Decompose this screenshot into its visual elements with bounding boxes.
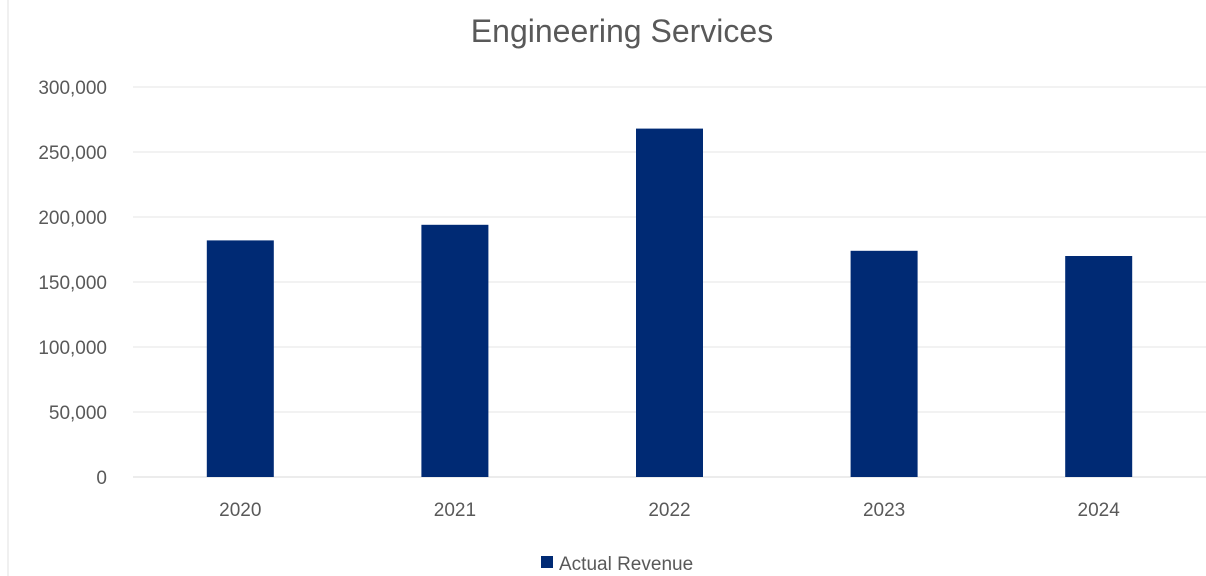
y-axis: 0 50,000 100,000 150,000 200,000 250,000 300,0… [38,78,107,489]
x-tick-label-2023: 2023 [863,500,905,521]
x-tick-label-2022: 2022 [648,500,690,521]
chart-title: Engineering Services [471,13,773,49]
bar-2024 [1065,256,1133,477]
x-tick-label-2024: 2024 [1078,500,1121,521]
y-tick-label-200000: 200,000 [38,208,107,229]
y-tick-label-50000: 50,000 [49,403,107,424]
x-tick-label-2021: 2021 [434,500,476,521]
bars [206,128,1133,477]
x-tick-label-2020: 2020 [219,500,261,521]
bar-2021 [421,224,489,477]
y-tick-label-100000: 100,000 [38,338,107,359]
legend-swatch-actual-revenue [541,556,553,568]
bar-2020 [206,240,274,477]
bar-2023 [850,250,918,477]
x-axis: 2020 2021 2022 2023 2024 [219,500,1120,521]
y-tick-label-250000: 250,000 [38,143,107,164]
y-tick-label-300000: 300,000 [38,78,107,99]
y-tick-label-150000: 150,000 [38,273,107,294]
legend-label-actual-revenue: Actual Revenue [559,554,693,575]
y-tick-label-0: 0 [96,468,107,489]
legend: Actual Revenue [541,554,693,575]
bar-2022 [636,128,703,477]
